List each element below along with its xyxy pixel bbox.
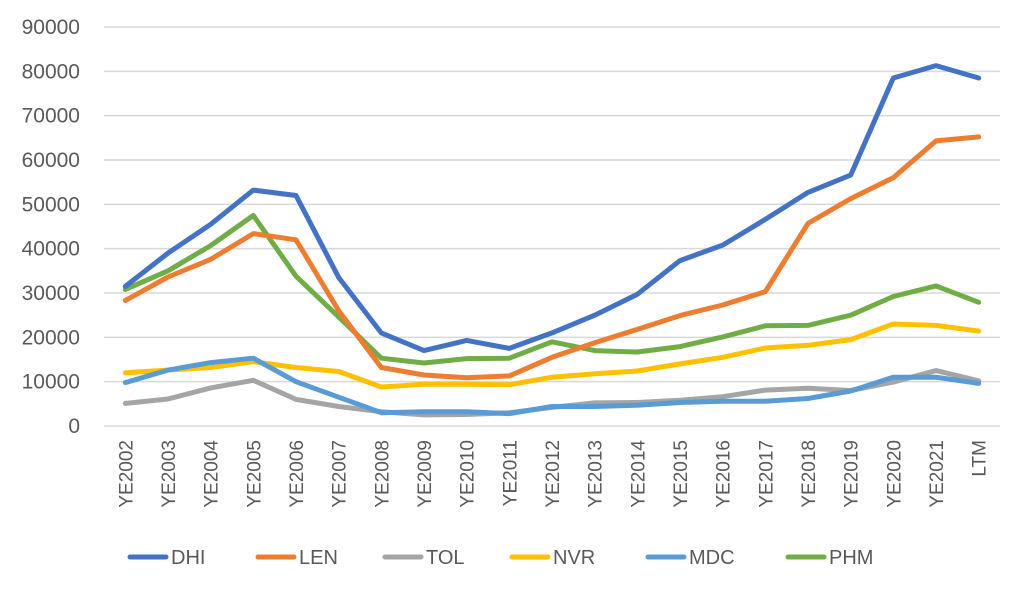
y-tick-label: 20000 (22, 326, 80, 349)
y-tick-label: 70000 (22, 105, 80, 128)
y-tick-label: 30000 (22, 282, 80, 305)
x-tick-label: YE2004 (202, 440, 223, 508)
x-tick-label: YE2011 (500, 440, 521, 506)
x-tick-label: LTM (970, 440, 991, 477)
x-tick-label: YE2013 (586, 440, 607, 508)
legend-label: DHI (171, 547, 205, 569)
legend-item-dhi: DHI (127, 547, 205, 569)
y-tick-label: 90000 (22, 16, 80, 39)
x-tick-label: YE2020 (884, 440, 905, 508)
x-tick-label: YE2014 (628, 440, 649, 508)
x-tick-label: YE2005 (244, 440, 265, 508)
legend-label: NVR (553, 547, 595, 569)
legend-label: LEN (299, 547, 338, 569)
x-axis-ticks: YE2002 YE2003 YE2004 YE2005 YE2006 YE2007 YE20… (116, 440, 990, 508)
series-line-mdc (122, 355, 982, 417)
y-tick-label: 40000 (22, 238, 80, 261)
legend-label: TOL (426, 547, 465, 569)
x-tick-label: YE2019 (842, 440, 863, 508)
x-tick-label: YE2007 (330, 440, 351, 508)
legend-item-len: LEN (255, 547, 338, 569)
x-tick-label: YE2017 (756, 440, 777, 508)
series-line-dhi (122, 63, 982, 354)
x-tick-label: YE2006 (287, 440, 308, 508)
x-tick-label: YE2021 (927, 440, 948, 508)
x-tick-label: YE2015 (671, 440, 692, 508)
legend-label: PHM (829, 547, 873, 569)
x-tick-label: YE2008 (372, 440, 393, 508)
x-tick-label: YE2010 (458, 440, 479, 508)
legend: DHI LEN TOL NVR MDC PHM (127, 547, 873, 569)
y-axis-ticks: 0 10000 20000 30000 40000 50000 60000 70000 8000… (22, 16, 80, 438)
x-tick-label: YE2003 (159, 440, 180, 508)
x-tick-label: YE2012 (543, 440, 564, 508)
x-tick-label: YE2016 (714, 440, 735, 508)
y-tick-label: 80000 (22, 60, 80, 83)
y-tick-label: 50000 (22, 193, 80, 216)
y-tick-label: 0 (68, 415, 80, 438)
x-tick-label: YE2009 (415, 440, 436, 508)
series-lines (122, 63, 982, 418)
legend-item-phm: PHM (785, 547, 873, 569)
series-line-len (122, 134, 982, 381)
x-tick-label: YE2018 (799, 440, 820, 508)
x-tick-label: YE2002 (116, 440, 137, 508)
legend-label: MDC (689, 547, 735, 569)
legend-item-tol: TOL (382, 547, 465, 569)
legend-item-nvr: NVR (509, 547, 595, 569)
y-tick-label: 60000 (22, 149, 80, 172)
legend-item-mdc: MDC (645, 547, 735, 569)
y-tick-label: 10000 (22, 371, 80, 394)
